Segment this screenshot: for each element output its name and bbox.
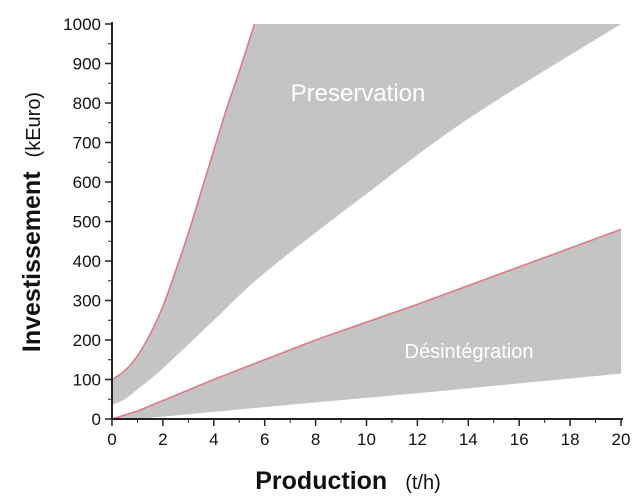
- y-tick-label: 900: [73, 55, 101, 74]
- x-tick-label: 16: [510, 430, 529, 449]
- region-label: Preservation: [291, 80, 426, 107]
- x-tick-label: 20: [612, 430, 631, 449]
- y-tick-label: 0: [92, 410, 101, 429]
- y-tick-label: 300: [73, 292, 101, 311]
- x-tick-label: 10: [357, 430, 376, 449]
- y-tick-label: 700: [73, 134, 101, 153]
- x-tick-label: 2: [158, 430, 167, 449]
- y-tick-label: 500: [73, 213, 101, 232]
- x-tick-label: 14: [459, 430, 478, 449]
- x-tick-label: 12: [408, 430, 427, 449]
- y-tick-label: 100: [73, 371, 101, 390]
- y-tick-label: 800: [73, 94, 101, 113]
- y-tick-label: 200: [73, 331, 101, 350]
- x-tick-label: 8: [311, 430, 320, 449]
- y-axis-label: Investissement (kEuro): [18, 92, 46, 352]
- region-preservation: [112, 24, 621, 406]
- chart-region-boundaries: [111, 23, 622, 420]
- region-upper-boundary: [111, 23, 256, 381]
- x-tick-label: 4: [209, 430, 218, 449]
- x-axis-ticks: 0 2 4 6 8 10 12 14 16 18 20: [107, 419, 630, 449]
- region-upper-boundary: [111, 228, 622, 420]
- chart-axes: [111, 22, 623, 420]
- y-tick-label: 1000: [63, 15, 101, 34]
- region-labels: Preservation Désintégration: [291, 80, 534, 363]
- y-axis-ticks: 0 100 200 300 400 500 600 700 800 900 1000: [63, 15, 112, 429]
- x-tick-label: 18: [561, 430, 580, 449]
- x-tick-label: 6: [260, 430, 269, 449]
- y-tick-label: 600: [73, 173, 101, 192]
- x-axis-label: Production (t/h): [255, 467, 441, 495]
- y-tick-label: 400: [73, 252, 101, 271]
- x-tick-label: 0: [107, 430, 116, 449]
- region-label: Désintégration: [405, 341, 534, 363]
